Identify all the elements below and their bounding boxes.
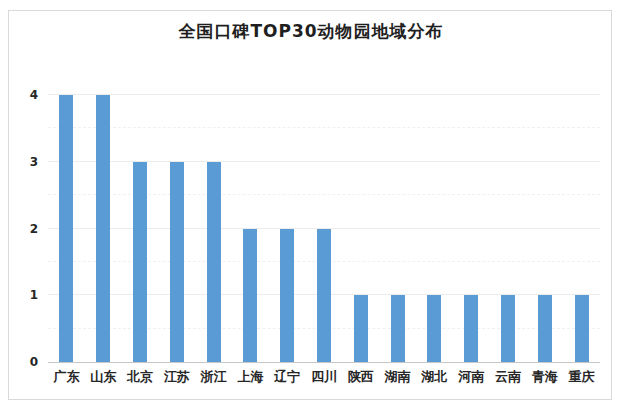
x-axis-label: 河南	[453, 368, 490, 386]
bar-slot	[48, 95, 85, 362]
bar-slot	[158, 95, 195, 362]
bar-slot	[195, 95, 232, 362]
bar-slot	[526, 95, 563, 362]
bar-湖北	[427, 295, 441, 362]
bar-slot	[306, 95, 343, 362]
y-tick-label: 3	[12, 156, 38, 168]
bar-四川	[317, 229, 331, 363]
bar-上海	[243, 229, 257, 363]
x-axis-label: 北京	[122, 368, 159, 386]
bar-河南	[464, 295, 478, 362]
bar-slot	[85, 95, 122, 362]
plot-area	[48, 95, 600, 363]
bar-slot	[453, 95, 490, 362]
bar-slot	[416, 95, 453, 362]
chart-canvas: 全国口碑TOP30动物园地域分布 0 1 2 3 4 广东山东北京江苏浙江上海辽宁四川陕…	[0, 0, 622, 409]
bar-青海	[538, 295, 552, 362]
bar-云南	[501, 295, 515, 362]
bar-重庆	[575, 295, 589, 362]
bar-slot	[232, 95, 269, 362]
bar-slot	[490, 95, 527, 362]
x-axis-label: 湖南	[379, 368, 416, 386]
bar-江苏	[170, 162, 184, 362]
x-axis-label: 辽宁	[269, 368, 306, 386]
chart-title: 全国口碑TOP30动物园地域分布	[0, 20, 622, 43]
x-axis-label: 江苏	[158, 368, 195, 386]
x-axis-label: 云南	[490, 368, 527, 386]
bar-湖南	[391, 295, 405, 362]
bar-slot	[563, 95, 600, 362]
y-tick-label: 4	[12, 89, 38, 101]
bars-layer	[48, 95, 600, 362]
bar-浙江	[207, 162, 221, 362]
x-axis-label: 青海	[526, 368, 563, 386]
bar-山东	[96, 95, 110, 362]
bar-slot	[342, 95, 379, 362]
x-axis-label: 上海	[232, 368, 269, 386]
bar-slot	[269, 95, 306, 362]
bar-slot	[379, 95, 416, 362]
x-axis-label: 陕西	[342, 368, 379, 386]
bar-北京	[133, 162, 147, 362]
x-axis-label: 广东	[48, 368, 85, 386]
x-axis-label: 山东	[85, 368, 122, 386]
x-axis-label: 浙江	[195, 368, 232, 386]
y-tick-label: 0	[12, 356, 38, 368]
y-tick-label: 2	[12, 223, 38, 235]
bar-辽宁	[280, 229, 294, 363]
bar-slot	[122, 95, 159, 362]
bar-广东	[59, 95, 73, 362]
x-axis-label: 重庆	[563, 368, 600, 386]
bar-陕西	[354, 295, 368, 362]
x-axis-label: 湖北	[416, 368, 453, 386]
x-axis: 广东山东北京江苏浙江上海辽宁四川陕西湖南湖北河南云南青海重庆	[48, 368, 600, 386]
x-axis-label: 四川	[306, 368, 343, 386]
y-tick-label: 1	[12, 289, 38, 301]
